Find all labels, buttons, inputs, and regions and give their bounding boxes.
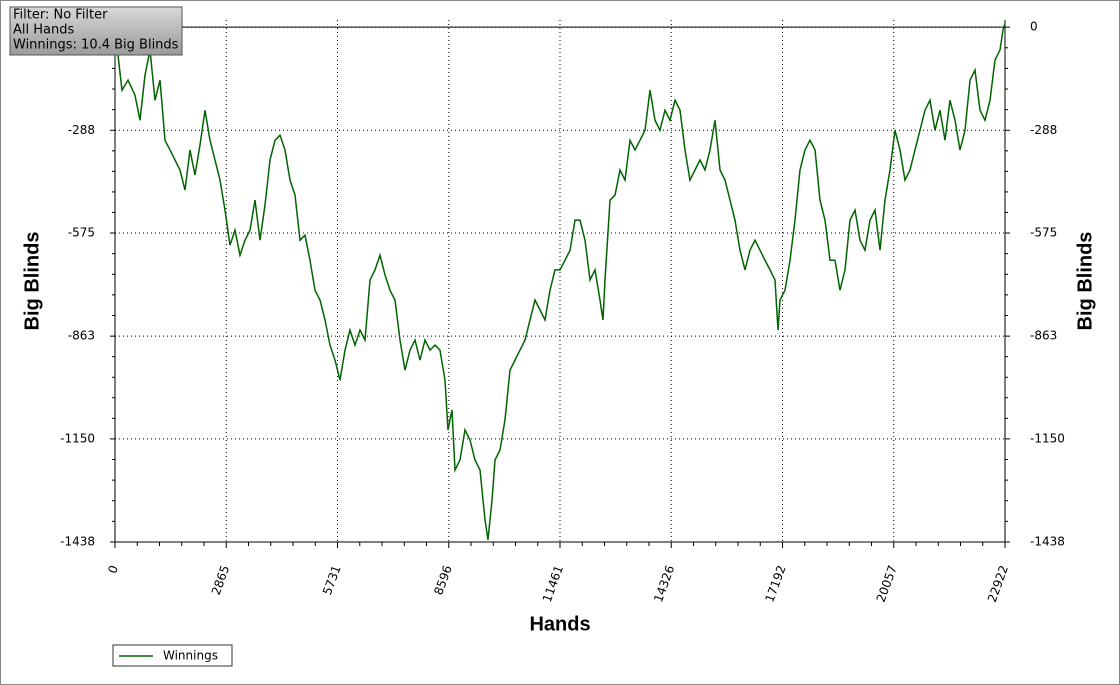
y-tick-label: -575 bbox=[68, 226, 95, 240]
y-tick-label: -288 bbox=[68, 123, 95, 137]
x-tick-label: 0 bbox=[105, 563, 121, 575]
info-text: All Hands bbox=[13, 23, 74, 38]
y-axis-label: Big Blinds bbox=[21, 232, 43, 331]
y2-tick-label: -575 bbox=[1030, 226, 1057, 240]
y-tick-label: -863 bbox=[68, 329, 95, 343]
info-box bbox=[9, 6, 183, 56]
y-tick-label: -1438 bbox=[60, 535, 95, 549]
legend-box bbox=[112, 644, 233, 667]
line-series bbox=[114, 23, 1006, 540]
info-text: Winnings: 10.4 Big Blinds bbox=[13, 38, 179, 53]
legend-label: Winnings bbox=[163, 649, 218, 663]
y2-tick-label: -1438 bbox=[1030, 535, 1065, 549]
y2-tick-label: -288 bbox=[1030, 123, 1057, 137]
y2-tick-label: -1150 bbox=[1030, 431, 1065, 445]
x-axis-label: Hands bbox=[529, 613, 590, 635]
y-tick-label: -1150 bbox=[60, 431, 95, 445]
y2-tick-label: -863 bbox=[1030, 329, 1057, 343]
info-text: Filter: No Filter bbox=[13, 8, 108, 23]
y2-tick-label: 0 bbox=[1030, 20, 1038, 34]
y2-axis-label: Big Blinds bbox=[1074, 232, 1096, 331]
